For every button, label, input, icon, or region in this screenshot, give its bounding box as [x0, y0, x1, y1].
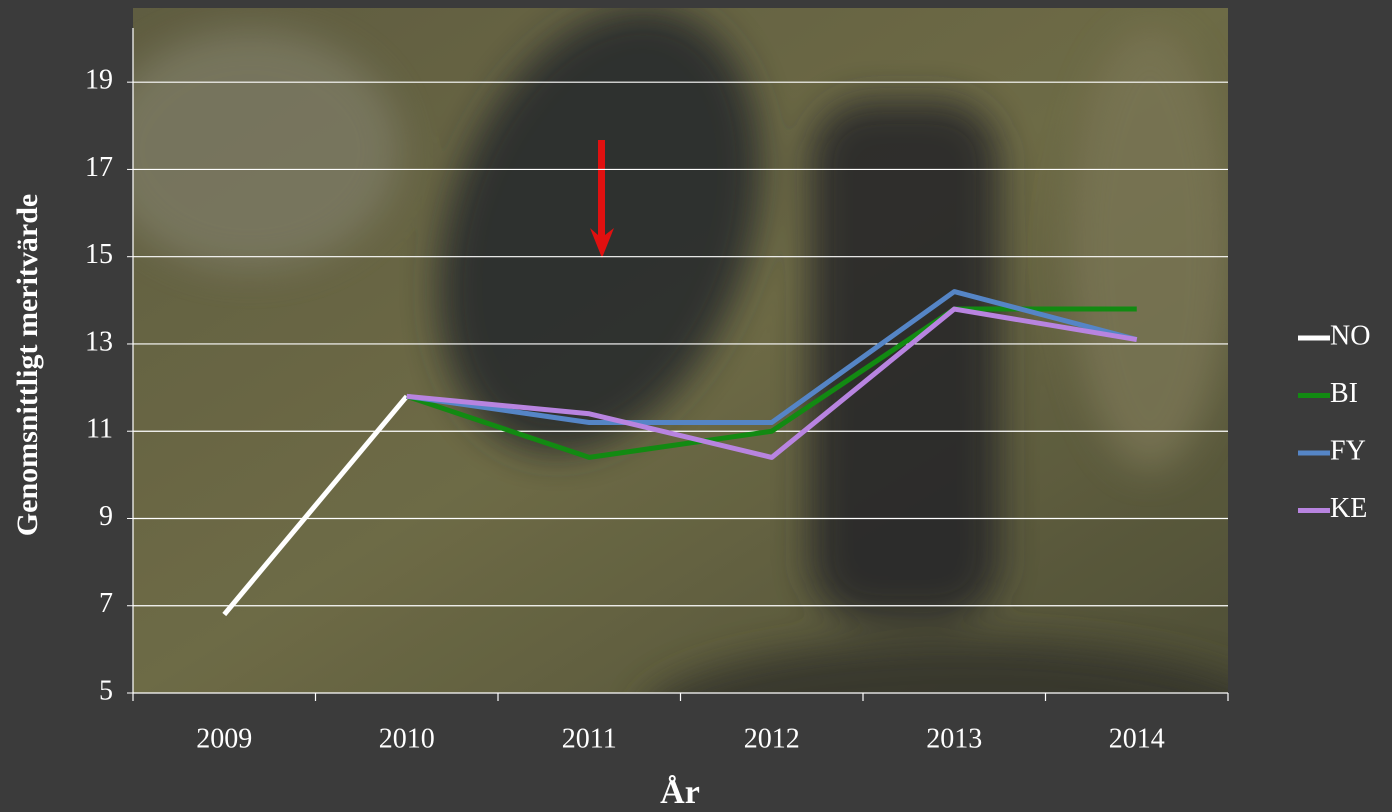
x-tick-label: 2012: [744, 723, 800, 754]
x-tick-label: 2011: [562, 723, 617, 754]
legend-label: NO: [1330, 320, 1370, 351]
legend-label: FY: [1330, 435, 1366, 466]
y-tick-label: 19: [85, 65, 113, 96]
y-tick-label: 7: [99, 588, 113, 619]
x-tick-label: 2013: [926, 723, 982, 754]
y-tick-label: 9: [99, 501, 113, 532]
legend-label: KE: [1330, 493, 1367, 524]
y-tick-label: 5: [99, 675, 113, 706]
x-axis-label: År: [660, 774, 700, 811]
legend-label: BI: [1330, 378, 1358, 409]
y-tick-label: 15: [85, 239, 113, 270]
y-tick-label: 17: [85, 152, 113, 183]
y-axis-label: Genomsnittligt meritvärde: [11, 194, 44, 536]
x-tick-label: 2010: [379, 723, 435, 754]
chart: År Genomsnittligt meritvärde 5 7 9 11 13 15 17…: [0, 0, 1392, 812]
x-tick-label: 2009: [196, 723, 252, 754]
x-tick-label: 2014: [1109, 723, 1165, 754]
background-photo: [100, 0, 1280, 800]
y-tick-label: 13: [85, 326, 113, 357]
y-tick-label: 11: [86, 414, 113, 445]
